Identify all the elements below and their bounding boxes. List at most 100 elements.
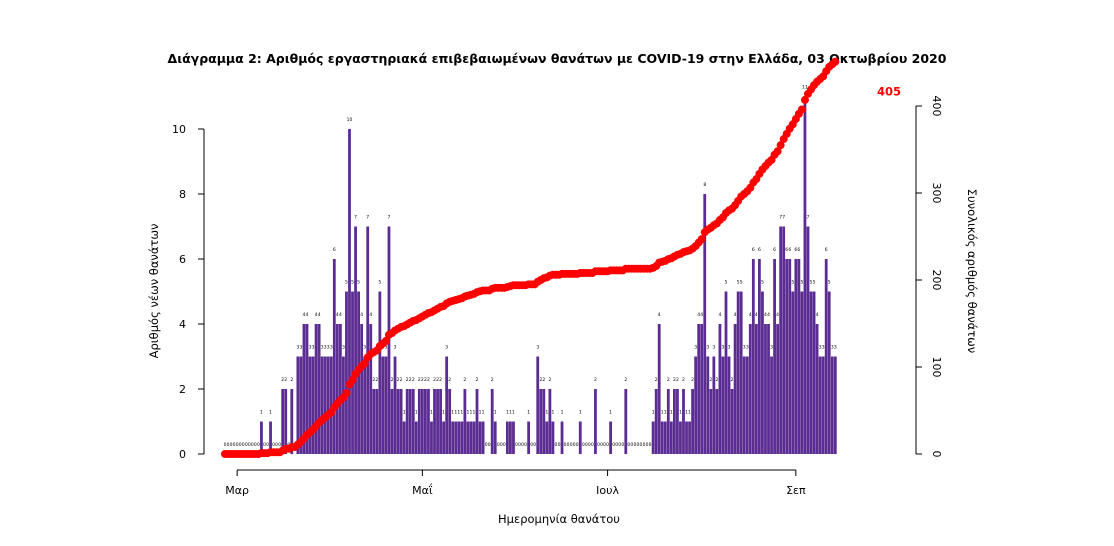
bar bbox=[390, 389, 394, 454]
bar-value-label: 1 bbox=[551, 410, 554, 416]
bar-value-label: 3 bbox=[321, 345, 324, 351]
bar-value-label: 0 bbox=[567, 442, 570, 448]
bar-value-label: 3 bbox=[722, 345, 725, 351]
bar-value-label: 1 bbox=[269, 410, 272, 416]
bar-value-label: 0 bbox=[558, 442, 561, 448]
y2-tick-label: 0 bbox=[930, 451, 943, 458]
bar-value-label: 2 bbox=[433, 377, 436, 383]
bar-value-label: 1 bbox=[451, 410, 454, 416]
bar bbox=[454, 421, 458, 454]
bar bbox=[739, 291, 743, 454]
bar-value-label: 0 bbox=[272, 442, 275, 448]
bar bbox=[445, 356, 449, 454]
bar bbox=[378, 291, 382, 454]
y-tick-label: 6 bbox=[179, 253, 186, 266]
bar-value-label: 0 bbox=[263, 442, 266, 448]
bar-value-label: 4 bbox=[360, 312, 363, 318]
daily-deaths-data-labels: 0000000000001001000220203344334433336443… bbox=[224, 85, 837, 449]
bar-value-label: 11 bbox=[802, 85, 808, 91]
bar-value-label: 1 bbox=[609, 410, 612, 416]
bar bbox=[360, 324, 364, 454]
bar bbox=[512, 421, 515, 454]
bar-value-label: 8 bbox=[703, 182, 706, 188]
bar bbox=[469, 421, 473, 454]
bar bbox=[372, 389, 376, 454]
bar-value-label: 2 bbox=[709, 377, 712, 383]
bar-value-label: 3 bbox=[342, 345, 345, 351]
bar-value-label: 0 bbox=[600, 442, 603, 448]
bar-value-label: 2 bbox=[673, 377, 676, 383]
bar-value-label: 0 bbox=[615, 442, 618, 448]
bar bbox=[830, 356, 834, 454]
bar-value-label: 2 bbox=[448, 377, 451, 383]
bar-value-label: 5 bbox=[791, 280, 794, 286]
bar-value-label: 2 bbox=[427, 377, 430, 383]
cumulative-point bbox=[800, 95, 809, 104]
bar-value-label: 2 bbox=[542, 377, 545, 383]
cumulative-point bbox=[776, 141, 785, 150]
bar bbox=[785, 259, 789, 454]
bar bbox=[369, 324, 373, 454]
bar-value-label: 1 bbox=[561, 410, 564, 416]
bar bbox=[833, 356, 837, 454]
bar-value-label: 1 bbox=[579, 410, 582, 416]
bar-value-label: 7 bbox=[354, 215, 357, 221]
bar bbox=[697, 324, 701, 454]
bar bbox=[493, 421, 497, 454]
bar bbox=[545, 421, 549, 454]
bar bbox=[448, 389, 452, 454]
bar-value-label: 2 bbox=[375, 377, 378, 383]
bar-value-label: 2 bbox=[418, 377, 421, 383]
bar bbox=[305, 324, 309, 454]
bar-value-label: 2 bbox=[372, 377, 375, 383]
bar-value-label: 3 bbox=[296, 345, 299, 351]
bar-value-label: 0 bbox=[573, 442, 576, 448]
bar-value-label: 0 bbox=[627, 442, 630, 448]
bar bbox=[314, 324, 318, 454]
bar-value-label: 5 bbox=[725, 280, 728, 286]
bar-value-label: 4 bbox=[755, 312, 758, 318]
bar-value-label: 1 bbox=[527, 410, 530, 416]
bar bbox=[527, 421, 531, 454]
bar-value-label: 4 bbox=[697, 312, 700, 318]
bar bbox=[700, 324, 704, 454]
bar bbox=[797, 259, 801, 454]
bar-value-label: 1 bbox=[466, 410, 469, 416]
y2-tick-label: 400 bbox=[930, 96, 943, 117]
bar bbox=[539, 389, 543, 454]
bar-value-label: 2 bbox=[594, 377, 597, 383]
bar bbox=[742, 356, 746, 454]
bar-value-label: 1 bbox=[506, 410, 509, 416]
bar-value-label: 1 bbox=[473, 410, 476, 416]
bar bbox=[694, 356, 698, 454]
bar bbox=[402, 421, 406, 454]
bar bbox=[338, 324, 342, 454]
bar bbox=[800, 291, 804, 454]
bar-value-label: 3 bbox=[324, 345, 327, 351]
bar bbox=[436, 389, 439, 454]
bar bbox=[651, 421, 655, 454]
cumulative-point bbox=[360, 359, 369, 368]
bar bbox=[560, 421, 564, 454]
y2-tick-label: 200 bbox=[930, 270, 943, 291]
bar-value-label: 2 bbox=[412, 377, 415, 383]
bar bbox=[669, 421, 673, 454]
bar-value-label: 2 bbox=[424, 377, 427, 383]
bar bbox=[715, 389, 719, 454]
bar-value-label: 4 bbox=[336, 312, 339, 318]
bar bbox=[779, 226, 783, 454]
bar-value-label: 0 bbox=[618, 442, 621, 448]
bar-value-label: 2 bbox=[463, 377, 466, 383]
bar-value-label: 1 bbox=[479, 410, 482, 416]
bar-value-label: 5 bbox=[800, 280, 803, 286]
bar-value-label: 0 bbox=[621, 442, 624, 448]
bar bbox=[703, 194, 707, 454]
bar bbox=[326, 356, 330, 454]
bar-value-label: 2 bbox=[406, 377, 409, 383]
bar-value-label: 6 bbox=[788, 247, 791, 253]
bar bbox=[706, 356, 710, 454]
bar bbox=[408, 389, 412, 454]
bar bbox=[427, 389, 430, 454]
bar bbox=[794, 259, 798, 454]
bar-value-label: 0 bbox=[497, 442, 500, 448]
